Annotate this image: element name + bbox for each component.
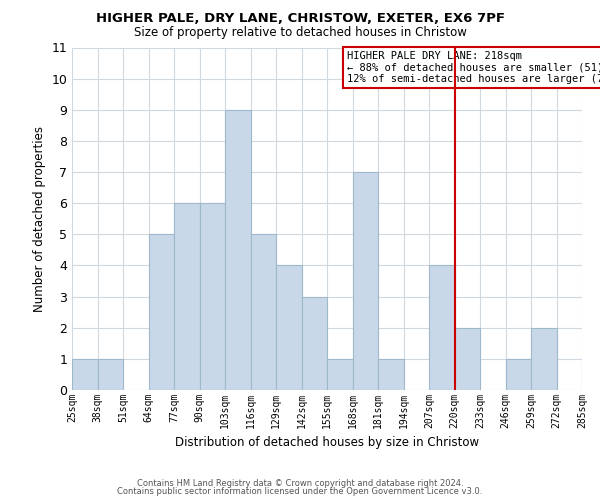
Bar	[353, 172, 378, 390]
Bar	[251, 234, 276, 390]
Bar	[327, 359, 353, 390]
Bar	[378, 359, 404, 390]
Bar	[429, 266, 455, 390]
Text: HIGHER PALE, DRY LANE, CHRISTOW, EXETER, EX6 7PF: HIGHER PALE, DRY LANE, CHRISTOW, EXETER,…	[95, 12, 505, 26]
Bar	[302, 296, 327, 390]
Text: Contains HM Land Registry data © Crown copyright and database right 2024.: Contains HM Land Registry data © Crown c…	[137, 478, 463, 488]
Bar	[276, 266, 302, 390]
Bar	[97, 359, 123, 390]
Bar	[505, 359, 531, 390]
Text: HIGHER PALE DRY LANE: 218sqm
← 88% of detached houses are smaller (51)
12% of se: HIGHER PALE DRY LANE: 218sqm ← 88% of de…	[347, 51, 600, 84]
Bar	[225, 110, 251, 390]
Bar	[199, 203, 225, 390]
Y-axis label: Number of detached properties: Number of detached properties	[33, 126, 46, 312]
Bar	[455, 328, 480, 390]
Bar	[531, 328, 557, 390]
X-axis label: Distribution of detached houses by size in Christow: Distribution of detached houses by size …	[175, 436, 479, 450]
Text: Size of property relative to detached houses in Christow: Size of property relative to detached ho…	[134, 26, 466, 39]
Text: Contains public sector information licensed under the Open Government Licence v3: Contains public sector information licen…	[118, 487, 482, 496]
Bar	[174, 203, 199, 390]
Bar	[149, 234, 174, 390]
Bar	[72, 359, 97, 390]
Bar	[582, 359, 600, 390]
